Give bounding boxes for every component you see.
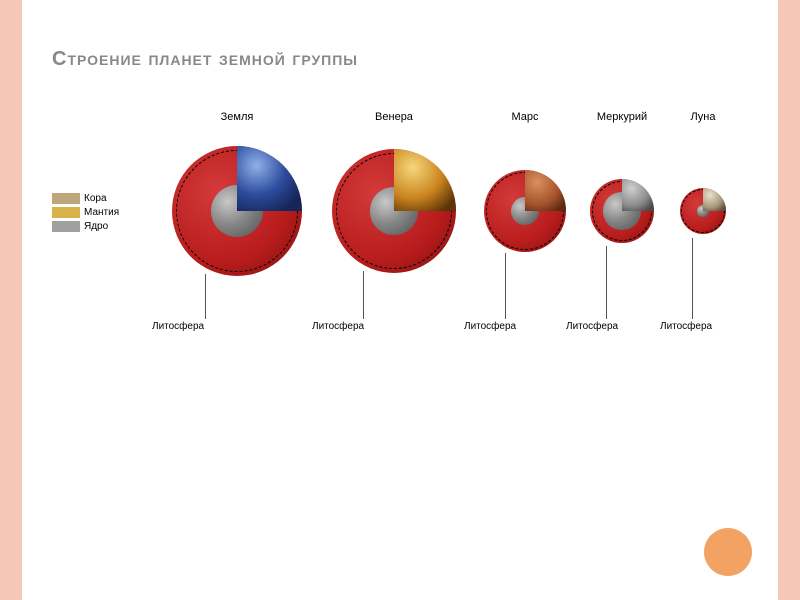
surface-wedge	[703, 188, 726, 211]
surface-wedge	[237, 146, 302, 211]
planet-cutaway	[484, 170, 566, 252]
slide-border-left	[0, 0, 22, 600]
lithosphere-callout-line	[205, 274, 206, 319]
planet-name: Меркурий	[590, 111, 654, 123]
lithosphere-label: Литосфера	[566, 321, 618, 332]
slide-title: Строение планет земной группы	[52, 48, 748, 71]
accent-circle-icon	[704, 528, 752, 576]
planets-row: Литосфера Земля Литосфера Венера Литосфера Ма…	[112, 111, 748, 431]
legend-label: Кора	[84, 193, 107, 204]
planet: Меркурий	[590, 111, 654, 243]
lithosphere-callout-line	[692, 238, 693, 319]
diagram-area: КораМантияЯдро ЛитосфераЗемляЛитосфераВе…	[52, 111, 748, 431]
planet-name: Марс	[484, 111, 566, 123]
planet-cutaway	[332, 149, 456, 273]
lithosphere-label: Литосфера	[660, 321, 712, 332]
lithosphere-callout-line	[606, 246, 607, 319]
legend-label: Ядро	[84, 221, 108, 232]
planet-cutaway	[172, 146, 302, 276]
surface-wedge	[525, 170, 566, 211]
legend-swatch	[52, 221, 80, 232]
planet-name: Венера	[332, 111, 456, 123]
lithosphere-callout-line	[505, 253, 506, 319]
legend-swatch	[52, 207, 80, 218]
slide-border-right	[778, 0, 800, 600]
planet-name: Луна	[680, 111, 726, 123]
lithosphere-label: Литосфера	[312, 321, 364, 332]
surface-wedge	[394, 149, 456, 211]
legend-swatch	[52, 193, 80, 204]
slide-content: Строение планет земной группы КораМантия…	[22, 0, 778, 600]
planet-cutaway	[590, 179, 654, 243]
planet: Луна	[680, 111, 726, 234]
planet-name: Земля	[172, 111, 302, 123]
planet: Венера	[332, 111, 456, 273]
planet: Земля	[172, 111, 302, 276]
planet-cutaway	[680, 188, 726, 234]
lithosphere-callout-line	[363, 271, 364, 319]
lithosphere-label: Литосфера	[464, 321, 516, 332]
surface-wedge	[622, 179, 654, 211]
lithosphere-label: Литосфера	[152, 321, 204, 332]
planet: Марс	[484, 111, 566, 252]
